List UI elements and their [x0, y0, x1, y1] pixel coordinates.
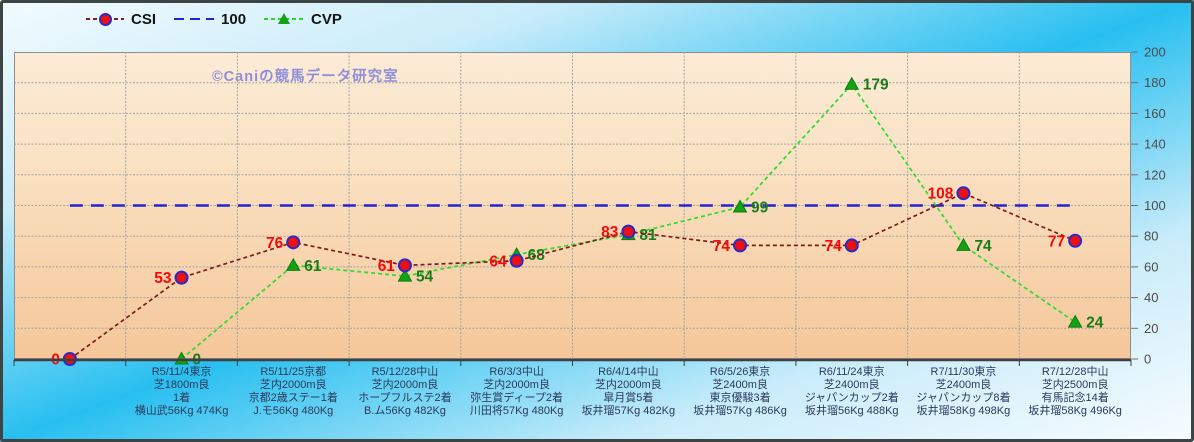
- y-tick-label: 120: [1144, 167, 1166, 182]
- cvp-marker: [844, 76, 860, 90]
- watermark: ©Caniの競馬データ研究室: [212, 69, 399, 85]
- csi-value-label: 74: [713, 238, 731, 255]
- cvp-marker: [174, 351, 189, 365]
- y-tick-label: 20: [1144, 321, 1158, 336]
- x-axis-label: R7/12/28中山 芝内2500m良 有馬記念14着 坂井瑠58Kg 496K…: [1028, 366, 1122, 417]
- legend-ref-line-icon: [174, 12, 215, 26]
- x-axis-label: R6/5/26東京 芝2400m良 東京優駿3着 坂井瑠57Kg 486Kg: [693, 366, 787, 417]
- csi-value-label: 53: [154, 270, 172, 287]
- y-tick-label: 160: [1144, 106, 1166, 121]
- cvp-marker: [397, 268, 413, 282]
- legend-label-100: 100: [221, 10, 247, 28]
- cvp-line: [180, 82, 1076, 360]
- csi-marker: [733, 238, 748, 253]
- cvp-marker-icon: [277, 13, 290, 24]
- y-tick-label: 0: [1144, 352, 1151, 367]
- cvp-value-label: 99: [751, 200, 769, 217]
- cvp-value-label: 61: [304, 258, 322, 275]
- csi-marker: [509, 253, 524, 268]
- legend-csi-line-icon: [86, 12, 124, 26]
- csi-value-label: 108: [928, 186, 954, 203]
- csi-value-label: 77: [1048, 233, 1065, 250]
- y-tick-label: 140: [1144, 137, 1166, 152]
- csi-value-label: 83: [601, 224, 619, 241]
- cvp-value-label: 68: [528, 247, 546, 264]
- cvp-value-label: 24: [1086, 315, 1104, 332]
- cvp-marker: [732, 199, 748, 213]
- csi-marker: [397, 258, 412, 273]
- csi-marker: [174, 270, 189, 285]
- csi-value-label: 76: [266, 235, 284, 252]
- x-axis-label: R5/11/4東京 芝1800m良 1着 横山武56Kg 474Kg: [134, 366, 229, 417]
- y-tick-label: 40: [1144, 290, 1158, 305]
- csi-marker: [956, 186, 971, 201]
- x-axis-label: R6/3/3中山 芝内2000m良 弥生賞ディープ2着 川田将57Kg 480K…: [469, 366, 564, 417]
- x-axis-label: R5/11/25京都 芝内2000m良 京都2歳ステー1着 J.モ56Kg 48…: [248, 366, 338, 417]
- csi-line: [69, 192, 1076, 360]
- legend-label-csi: CSI: [131, 10, 157, 28]
- legend-label-cvp: CVP: [311, 10, 342, 28]
- cvp-marker: [1067, 314, 1083, 328]
- y-tick-label: 100: [1144, 198, 1166, 213]
- csi-marker: [1068, 233, 1083, 248]
- legend-cvp-line-icon: [264, 12, 305, 26]
- csi-marker: [844, 238, 859, 253]
- x-axis-label: R7/11/30東京 芝2400m良 ジャパンカップ8着 坂井瑠58Kg 498…: [916, 366, 1011, 417]
- x-axis-label: R6/4/14中山 芝内2000m良 皐月賞5着 坂井瑠57Kg 482Kg: [581, 366, 676, 417]
- cvp-value-label: 54: [416, 269, 434, 286]
- cvp-marker: [285, 257, 301, 271]
- x-axis-label: R6/11/24東京 芝2400m良 ジャパンカップ2着 坂井瑠56Kg 488…: [804, 366, 899, 417]
- x-axis-label: R5/12/28中山 芝内2000m良 ホープフルステ2着 B.ム56Kg 48…: [358, 366, 452, 417]
- csi-value-label: 74: [825, 238, 843, 255]
- y-tick-label: 200: [1144, 45, 1166, 60]
- legend: CSI 100 CVP: [86, 9, 360, 29]
- cvp-marker: [956, 237, 971, 251]
- csi-marker: [286, 235, 301, 250]
- csi-marker: [621, 224, 636, 239]
- cvp-value-label: 81: [639, 227, 657, 244]
- csi-value-label: 64: [489, 253, 507, 270]
- csi-value-label: 61: [378, 258, 396, 275]
- csi-marker-icon: [98, 13, 112, 26]
- y-tick-label: 60: [1144, 259, 1158, 274]
- cvp-value-label: 74: [974, 238, 992, 255]
- cvp-value-label: 179: [863, 77, 889, 94]
- y-tick-label: 180: [1144, 75, 1166, 90]
- y-tick-label: 80: [1144, 229, 1158, 244]
